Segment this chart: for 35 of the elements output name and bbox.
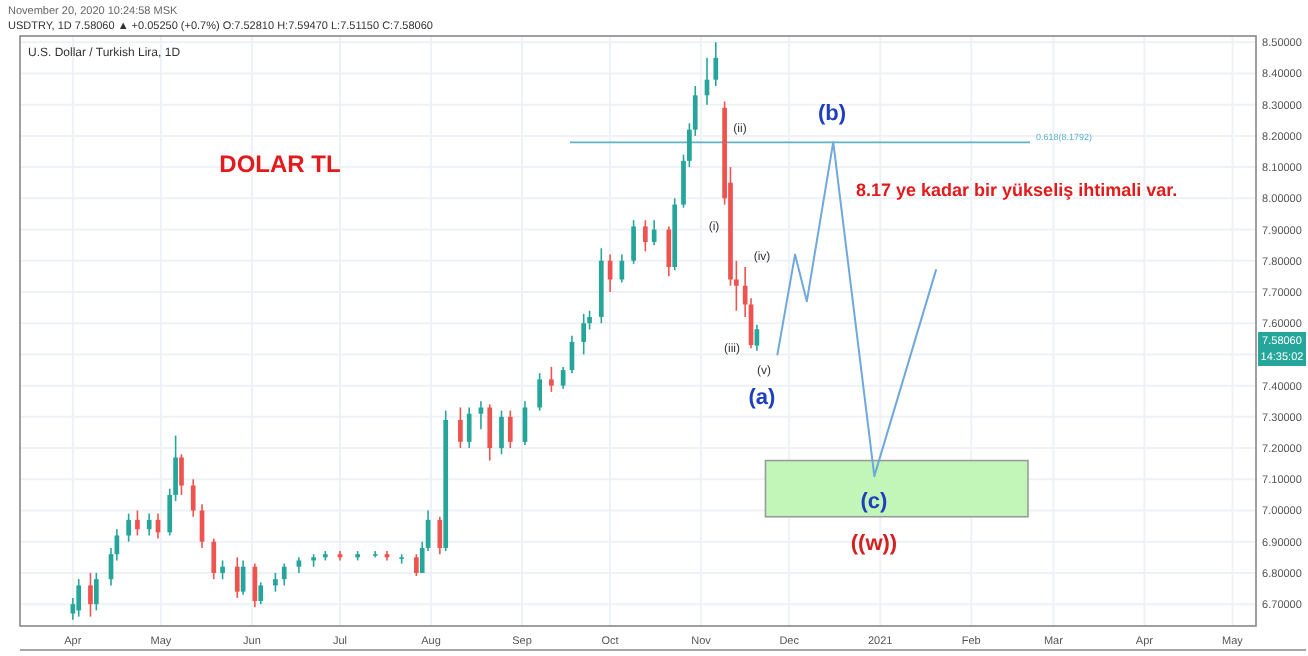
- candlestick: [281, 562, 287, 587]
- candlestick: [93, 572, 99, 612]
- candlestick: [211, 537, 217, 580]
- candlestick: [466, 406, 472, 449]
- candlestick: [487, 403, 493, 462]
- candlestick: [413, 553, 419, 577]
- candlestick: [581, 313, 587, 356]
- candlestick: [146, 512, 152, 537]
- candlestick: [437, 515, 443, 555]
- candlestick: [666, 225, 672, 278]
- candlestick: [631, 219, 636, 265]
- annotation: 8.17 ye kadar bir yükseliş ihtimali var.: [856, 180, 1178, 200]
- annotation: (a): [748, 386, 777, 410]
- annotation: DOLAR TL: [219, 150, 341, 178]
- candlestick: [507, 409, 513, 449]
- candlestick: [537, 372, 542, 412]
- candlestick: [220, 559, 225, 580]
- candlestick: [126, 512, 131, 543]
- candlestick: [458, 406, 463, 449]
- candlestick: [478, 400, 484, 431]
- candlestick: [179, 453, 184, 496]
- candlestick: [88, 572, 93, 618]
- annotation: (b): [817, 102, 847, 126]
- candlestick: [642, 219, 648, 253]
- annotation: ((w)): [850, 532, 898, 556]
- candlestick: [713, 41, 719, 87]
- candlestick: [499, 409, 504, 456]
- candlestick: [76, 578, 82, 618]
- candlestick: [258, 581, 264, 605]
- candlestick: [135, 509, 140, 537]
- candlestick: [273, 572, 278, 593]
- candlestick: [234, 556, 240, 599]
- candlestick: [190, 478, 196, 518]
- candlestick: [549, 366, 554, 393]
- annotation: (c): [860, 490, 889, 514]
